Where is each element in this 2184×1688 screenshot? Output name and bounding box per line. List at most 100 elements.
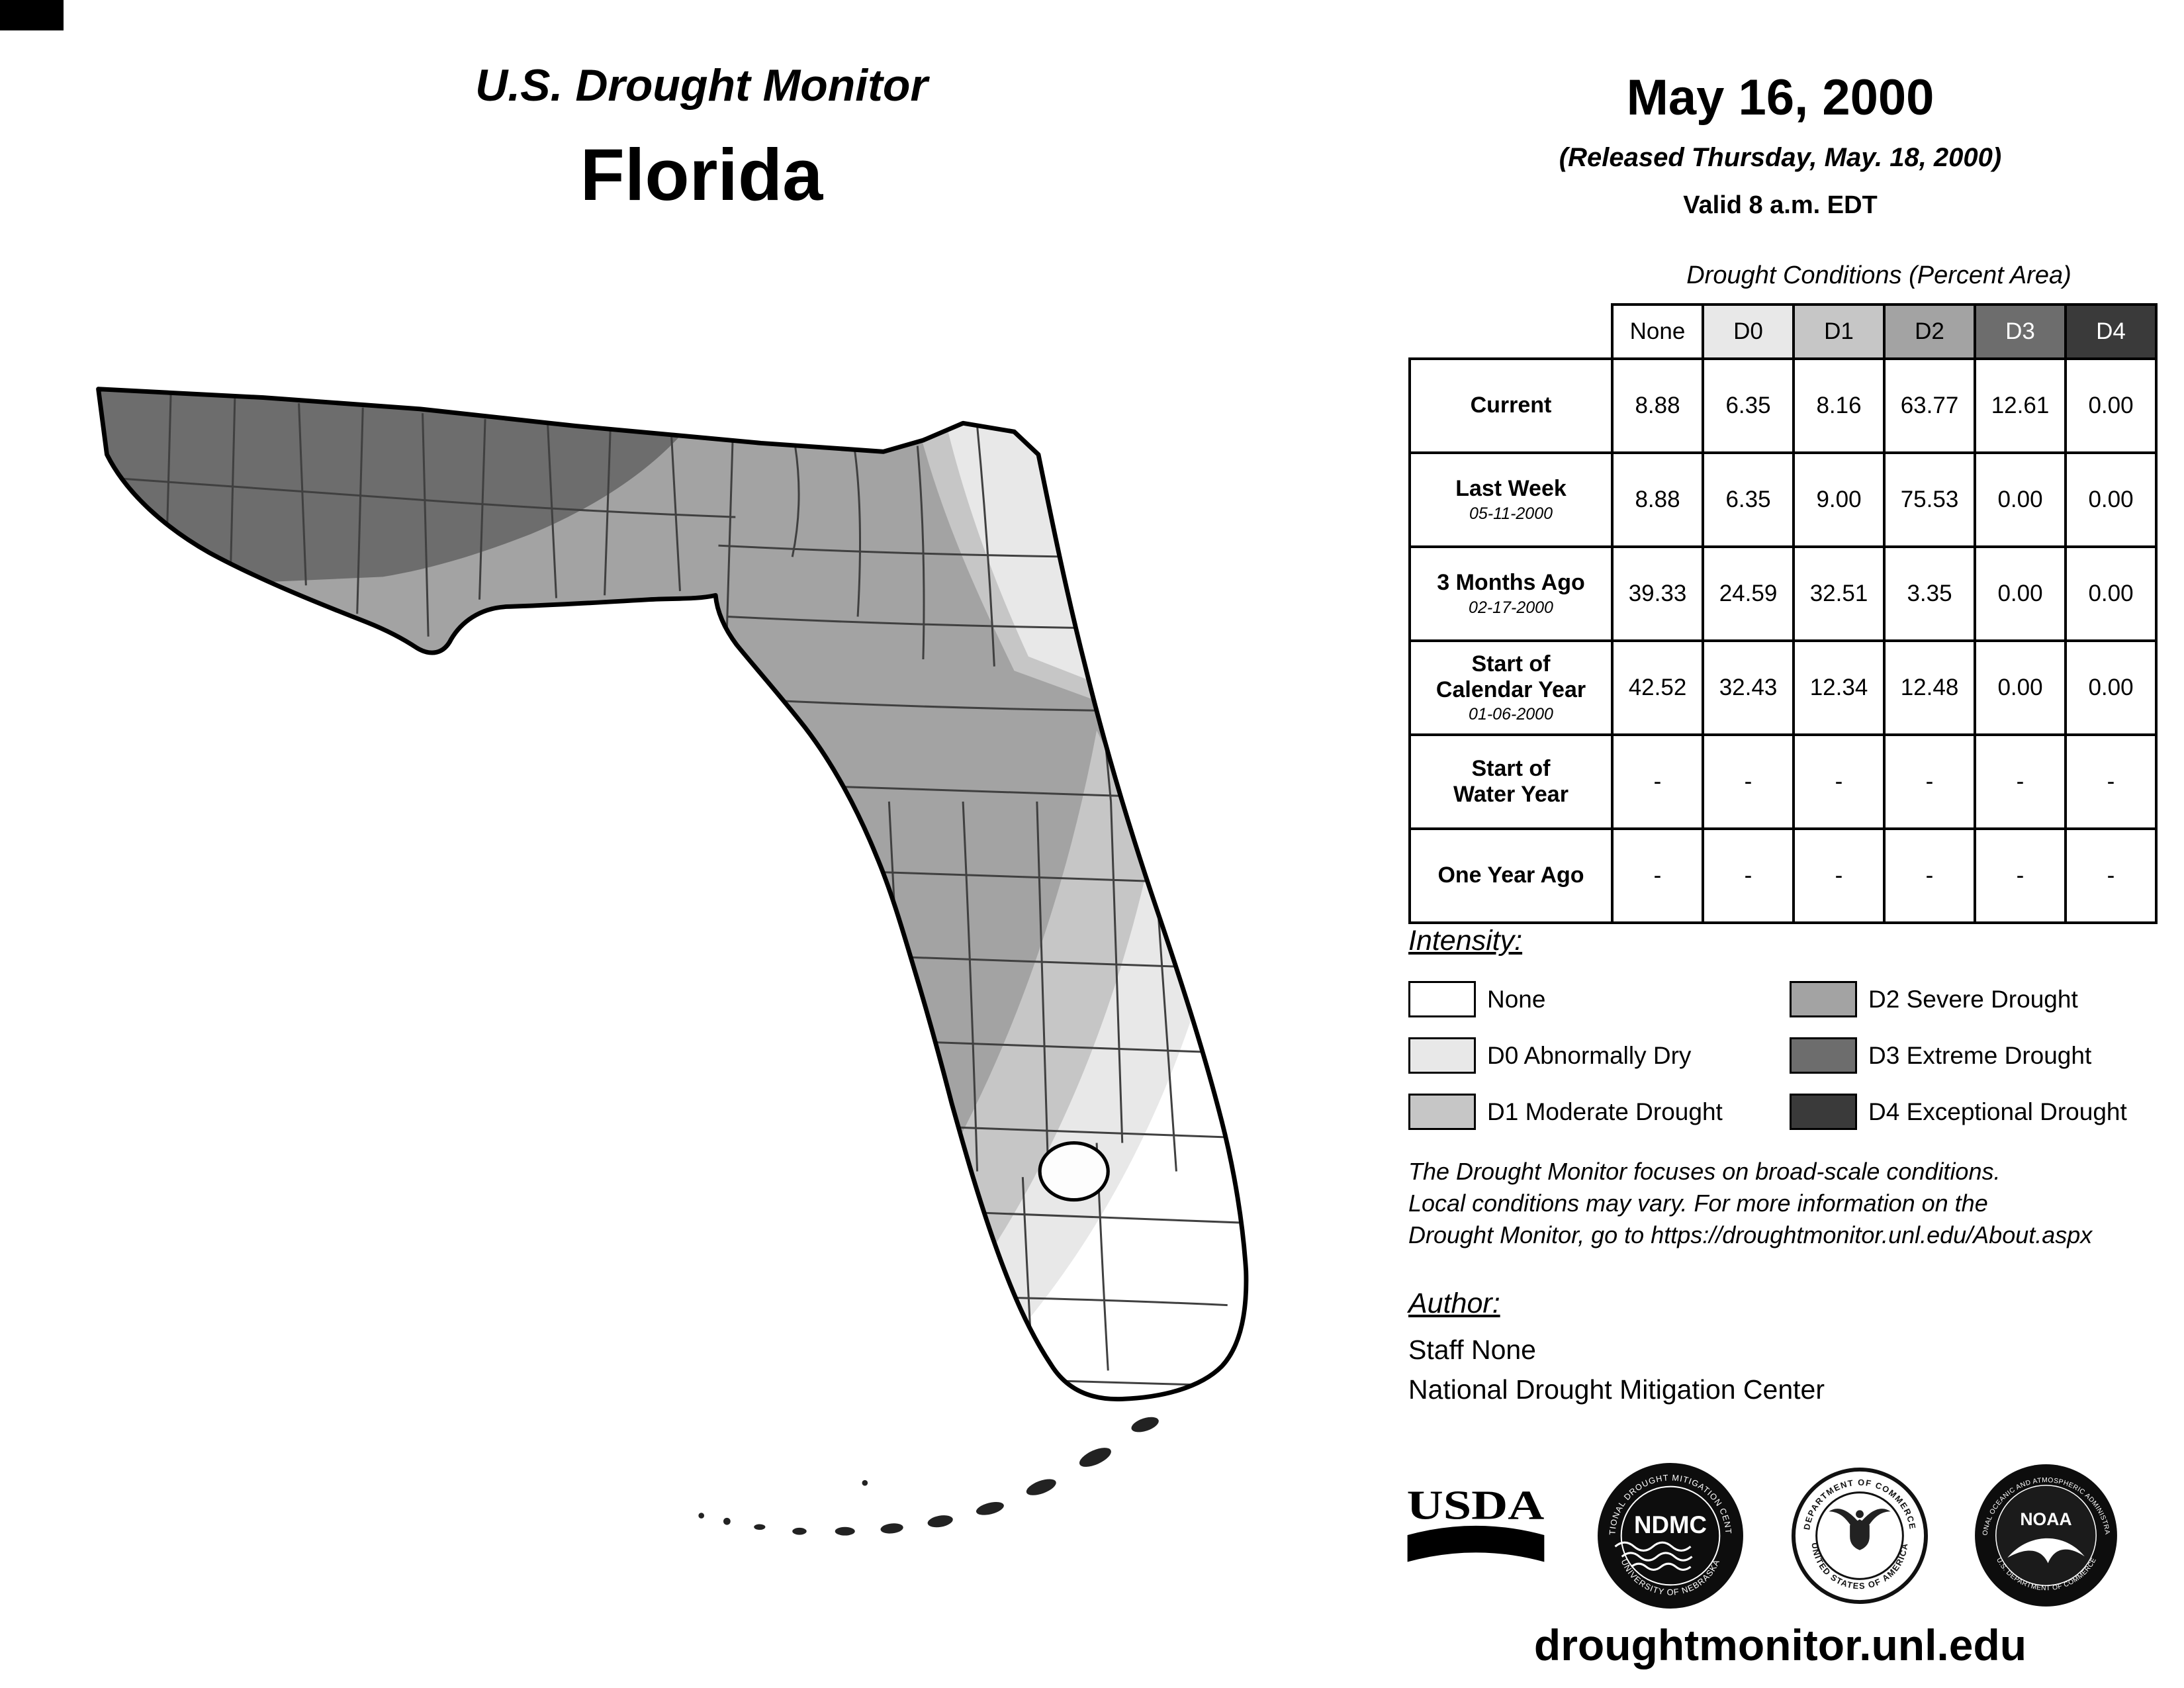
row-sublabel-text: 01-06-2000 xyxy=(1469,705,1553,724)
cell: 0.00 xyxy=(2064,357,2158,454)
table-header-row: None D0 D1 D2 D3 D4 xyxy=(1410,303,2158,360)
legend-item-d2: D2 Severe Drought xyxy=(1790,981,2127,1017)
intensity-heading: Intensity: xyxy=(1408,925,1523,957)
cell: 32.43 xyxy=(1702,639,1795,736)
cell: - xyxy=(1792,733,1886,830)
valid-time: Valid 8 a.m. EDT xyxy=(1683,191,1878,219)
cell: 39.33 xyxy=(1611,545,1704,642)
cell: - xyxy=(1974,733,2067,830)
cell: 0.00 xyxy=(1974,639,2067,736)
cell: - xyxy=(1792,827,1886,924)
col-header-d1: D1 xyxy=(1792,303,1886,360)
usda-logo: USDA xyxy=(1407,1484,1545,1562)
page-title: U.S. Drought Monitor xyxy=(475,60,928,111)
row-sublabel-text: 05-11-2000 xyxy=(1469,504,1553,523)
row-label: One Year Ago xyxy=(1408,827,1614,924)
row-label: Start of Calendar Year 01-06-2000 xyxy=(1408,639,1614,736)
legend-swatch-d2 xyxy=(1790,981,1857,1017)
legend-swatch-d1 xyxy=(1408,1094,1476,1130)
released-date: (Released Thursday, May. 18, 2000) xyxy=(1559,143,2002,172)
table-row-last-week: Last Week 05-11-2000 8.88 6.35 9.00 75.5… xyxy=(1408,451,2158,548)
table-corner-cell xyxy=(1410,305,1612,359)
legend-item-d4: D4 Exceptional Drought xyxy=(1790,1094,2127,1130)
row-label-text: Start of Calendar Year xyxy=(1435,651,1586,702)
cell: 3.35 xyxy=(1883,545,1976,642)
corner-artifact xyxy=(0,0,64,30)
cell: 8.16 xyxy=(1792,357,1886,454)
cell: - xyxy=(1974,827,2067,924)
disclaimer-line: Drought Monitor, go to https://droughtmo… xyxy=(1408,1221,2093,1248)
florida-drought-map xyxy=(96,387,1249,1536)
cell: - xyxy=(1611,827,1704,924)
col-header-d4: D4 xyxy=(2064,303,2158,360)
seagull-swoosh xyxy=(2007,1538,2085,1564)
cell: 0.00 xyxy=(2064,451,2158,548)
col-header-none: None xyxy=(1611,303,1704,360)
row-sublabel-text: 02-17-2000 xyxy=(1469,598,1553,617)
cell: - xyxy=(1883,733,1976,830)
legend-swatch-none xyxy=(1408,981,1476,1017)
cell: - xyxy=(1702,827,1795,924)
row-label: Current xyxy=(1408,357,1614,454)
legend-item-d3: D3 Extreme Drought xyxy=(1790,1037,2127,1074)
legend-label: D0 Abnormally Dry xyxy=(1487,1041,1692,1069)
lake-okeechobee xyxy=(1038,1141,1110,1202)
cell: - xyxy=(2064,827,2158,924)
author-name: Staff None xyxy=(1408,1335,1536,1365)
table-title: Drought Conditions (Percent Area) xyxy=(1686,261,2071,289)
drought-conditions-table: None D0 D1 D2 D3 D4 Current 8.88 6.35 8.… xyxy=(1408,303,2158,924)
legend-column-right: D2 Severe Drought D3 Extreme Drought D4 … xyxy=(1790,981,2127,1130)
cell: 42.52 xyxy=(1611,639,1704,736)
department-of-commerce-seal: DEPARTMENT OF COMMERCE UNITED STATES OF … xyxy=(1791,1467,1929,1605)
cell: 12.48 xyxy=(1883,639,1976,736)
cell: - xyxy=(1702,733,1795,830)
cell: 6.35 xyxy=(1702,451,1795,548)
cell: 24.59 xyxy=(1702,545,1795,642)
cell: 12.34 xyxy=(1792,639,1886,736)
col-header-d2: D2 xyxy=(1883,303,1976,360)
disclaimer-line: Local conditions may vary. For more info… xyxy=(1408,1189,1988,1217)
legend-item-none: None xyxy=(1408,981,1723,1017)
row-label-text: 3 Months Ago xyxy=(1437,570,1585,596)
cell: - xyxy=(2064,733,2158,830)
cell: 63.77 xyxy=(1883,357,1976,454)
legend-label: None xyxy=(1487,985,1546,1013)
legend-label: D1 Moderate Drought xyxy=(1487,1098,1723,1125)
svg-text:USDA: USDA xyxy=(1407,1484,1545,1528)
cell: 0.00 xyxy=(2064,545,2158,642)
cell: 75.53 xyxy=(1883,451,1976,548)
legend-label: D2 Severe Drought xyxy=(1868,985,2078,1013)
legend-swatch-d0 xyxy=(1408,1037,1476,1074)
cell: 6.35 xyxy=(1702,357,1795,454)
cell: 0.00 xyxy=(1974,545,2067,642)
noaa-logo: NATIONAL OCEANIC AND ATMOSPHERIC ADMINIS… xyxy=(1974,1463,2117,1607)
legend-label: D4 Exceptional Drought xyxy=(1868,1098,2127,1125)
disclaimer-line: The Drought Monitor focuses on broad-sca… xyxy=(1408,1158,2001,1185)
legend-swatch-d4 xyxy=(1790,1094,1857,1130)
report-date: May 16, 2000 xyxy=(1626,70,1934,126)
cell: 12.61 xyxy=(1974,357,2067,454)
row-label-text: One Year Ago xyxy=(1437,863,1584,888)
cell: 9.00 xyxy=(1792,451,1886,548)
legend-swatch-d3 xyxy=(1790,1037,1857,1074)
row-label-text: Start of Water Year xyxy=(1453,755,1569,807)
wave-lines xyxy=(1614,1541,1693,1571)
col-header-d3: D3 xyxy=(1974,303,2067,360)
eagle-emblem xyxy=(1829,1509,1891,1550)
row-label: 3 Months Ago 02-17-2000 xyxy=(1408,545,1614,642)
author-org: National Drought Mitigation Center xyxy=(1408,1374,1825,1405)
region-title: Florida xyxy=(580,134,823,216)
row-label: Last Week 05-11-2000 xyxy=(1408,451,1614,548)
legend-item-d1: D1 Moderate Drought xyxy=(1408,1094,1723,1130)
cell: - xyxy=(1883,827,1976,924)
table-row-start-calendar-year: Start of Calendar Year 01-06-2000 42.52 … xyxy=(1408,639,2158,736)
table-row-one-year-ago: One Year Ago - - - - - - xyxy=(1408,827,2158,924)
drought-zones xyxy=(98,389,1246,1399)
table-row-3-months-ago: 3 Months Ago 02-17-2000 39.33 24.59 32.5… xyxy=(1408,545,2158,642)
ndmc-logo: NATIONAL DROUGHT MITIGATION CENTER UNIVE… xyxy=(1596,1462,1743,1609)
disclaimer: The Drought Monitor focuses on broad-sca… xyxy=(1408,1156,2092,1251)
cell: 0.00 xyxy=(2064,639,2158,736)
cell: 0.00 xyxy=(1974,451,2067,548)
table-row-start-water-year: Start of Water Year - - - - - - xyxy=(1408,733,2158,830)
